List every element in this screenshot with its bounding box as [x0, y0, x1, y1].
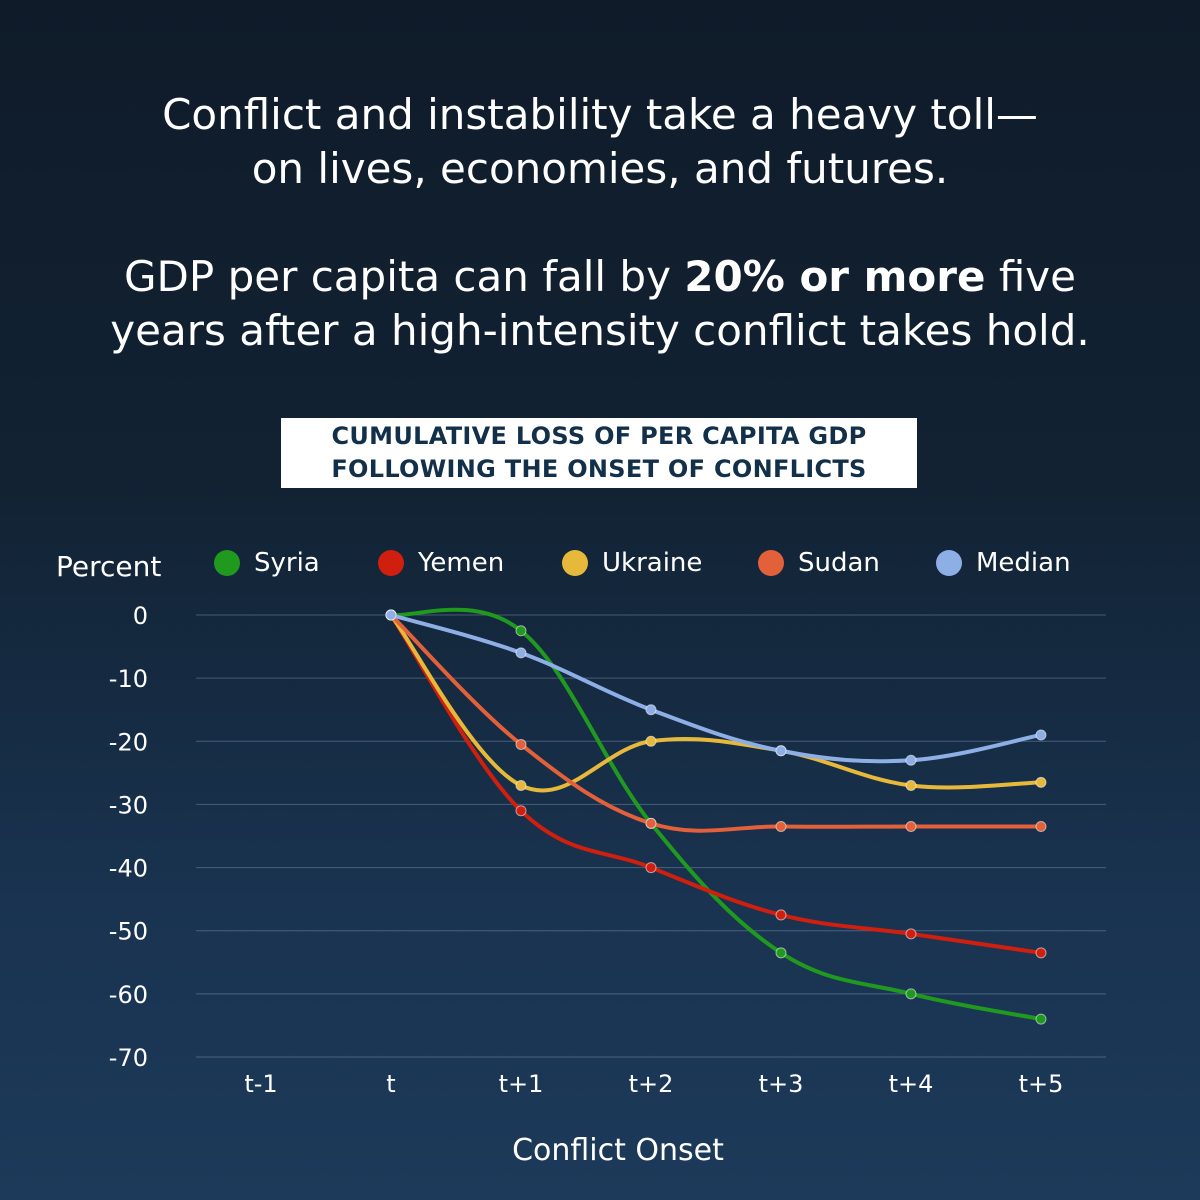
legend-label-sudan: Sudan — [798, 548, 880, 578]
data-point-sudan-t-1 — [515, 738, 527, 750]
x-tick-label-t-4: t+4 — [889, 1070, 934, 1098]
x-tick-label-t-2: t+2 — [629, 1070, 674, 1098]
series-line-ukraine — [389, 613, 1043, 793]
data-point-median-t-5 — [1035, 729, 1047, 741]
chart-title: CUMULATIVE LOSS OF PER CAPITA GDP FOLLOW… — [281, 418, 917, 488]
headline-highlight: 20% or more — [684, 252, 986, 301]
headline-line-3-post: five — [985, 252, 1076, 301]
x-tick-label-t-1: t+1 — [499, 1070, 544, 1098]
data-point-sudan-t-2 — [645, 817, 657, 829]
data-point-sudan-t-4 — [905, 821, 917, 833]
x-tick-label-t: t — [386, 1070, 395, 1098]
headline-line-3: GDP per capita can fall by 20% or more f… — [0, 250, 1200, 304]
legend-dot-yemen — [378, 550, 404, 576]
headline-line-2: on lives, economies, and futures. — [251, 144, 949, 193]
y-tick-label: -10 — [109, 665, 148, 693]
x-axis-label: Conflict Onset — [512, 1133, 724, 1168]
data-point-yemen-t-1 — [515, 805, 527, 817]
data-point-syria-t-4 — [905, 988, 917, 1000]
data-point-yemen-t-5 — [1035, 947, 1047, 959]
legend-dot-sudan — [758, 550, 784, 576]
y-tick-label: 0 — [133, 602, 148, 630]
headline-line-3-pre: GDP per capita can fall by — [124, 252, 685, 301]
chart-title-line-2: FOLLOWING THE ONSET OF CONFLICTS — [331, 455, 867, 483]
data-point-yemen-t-4 — [905, 928, 917, 940]
series-line-sudan — [389, 613, 1043, 833]
data-point-median-t-2 — [645, 704, 657, 716]
data-point-ukraine-t-1 — [515, 779, 527, 791]
headline-bottom: GDP per capita can fall by 20% or more f… — [0, 250, 1200, 358]
series-line-syria — [389, 607, 1043, 1022]
data-point-ukraine-t-2 — [645, 735, 657, 747]
legend-item-median: Median — [936, 548, 1071, 578]
series-line-yemen — [389, 613, 1043, 955]
data-point-ukraine-t-4 — [905, 779, 917, 791]
legend-label-median: Median — [976, 548, 1071, 578]
y-axis-label: Percent — [56, 550, 162, 583]
data-point-syria-t-3 — [775, 947, 787, 959]
headline-line-1: Conflict and instability take a heavy to… — [162, 90, 1038, 139]
data-point-median-t — [385, 609, 397, 621]
data-point-sudan-t-5 — [1035, 821, 1047, 833]
legend-item-ukraine: Ukraine — [562, 548, 702, 578]
y-tick-label: -20 — [109, 728, 148, 756]
data-point-yemen-t-2 — [645, 862, 657, 874]
legend-dot-median — [936, 550, 962, 576]
y-tick-label: -50 — [109, 918, 148, 946]
y-tick-label: -70 — [109, 1044, 148, 1072]
data-point-syria-t-1 — [515, 625, 527, 637]
legend-item-sudan: Sudan — [758, 548, 880, 578]
y-tick-label: -30 — [109, 791, 148, 819]
data-point-ukraine-t-5 — [1035, 776, 1047, 788]
data-point-median-t-1 — [515, 647, 527, 659]
legend-label-yemen: Yemen — [418, 548, 505, 578]
y-tick-label: -40 — [109, 855, 148, 883]
data-point-median-t-3 — [775, 745, 787, 757]
legend-dot-syria — [214, 550, 240, 576]
legend-item-yemen: Yemen — [378, 548, 504, 578]
x-tick-label-t-3: t+3 — [759, 1070, 804, 1098]
data-point-yemen-t-3 — [775, 909, 787, 921]
headline-top: Conflict and instability take a heavy to… — [0, 88, 1200, 196]
series-line-median — [389, 613, 1043, 764]
legend-dot-ukraine — [562, 550, 588, 576]
x-tick-label-t-5: t+5 — [1019, 1070, 1064, 1098]
legend-label-syria: Syria — [254, 548, 320, 578]
y-tick-label: -60 — [109, 981, 148, 1009]
x-tick-label-t-1: t-1 — [244, 1070, 277, 1098]
data-point-sudan-t-3 — [775, 821, 787, 833]
data-point-syria-t-5 — [1035, 1013, 1047, 1025]
headline-line-4: years after a high-intensity conflict ta… — [110, 306, 1090, 355]
legend-label-ukraine: Ukraine — [602, 548, 703, 578]
data-point-median-t-4 — [905, 754, 917, 766]
legend-item-syria: Syria — [214, 548, 320, 578]
chart-title-line-1: CUMULATIVE LOSS OF PER CAPITA GDP — [331, 422, 867, 450]
